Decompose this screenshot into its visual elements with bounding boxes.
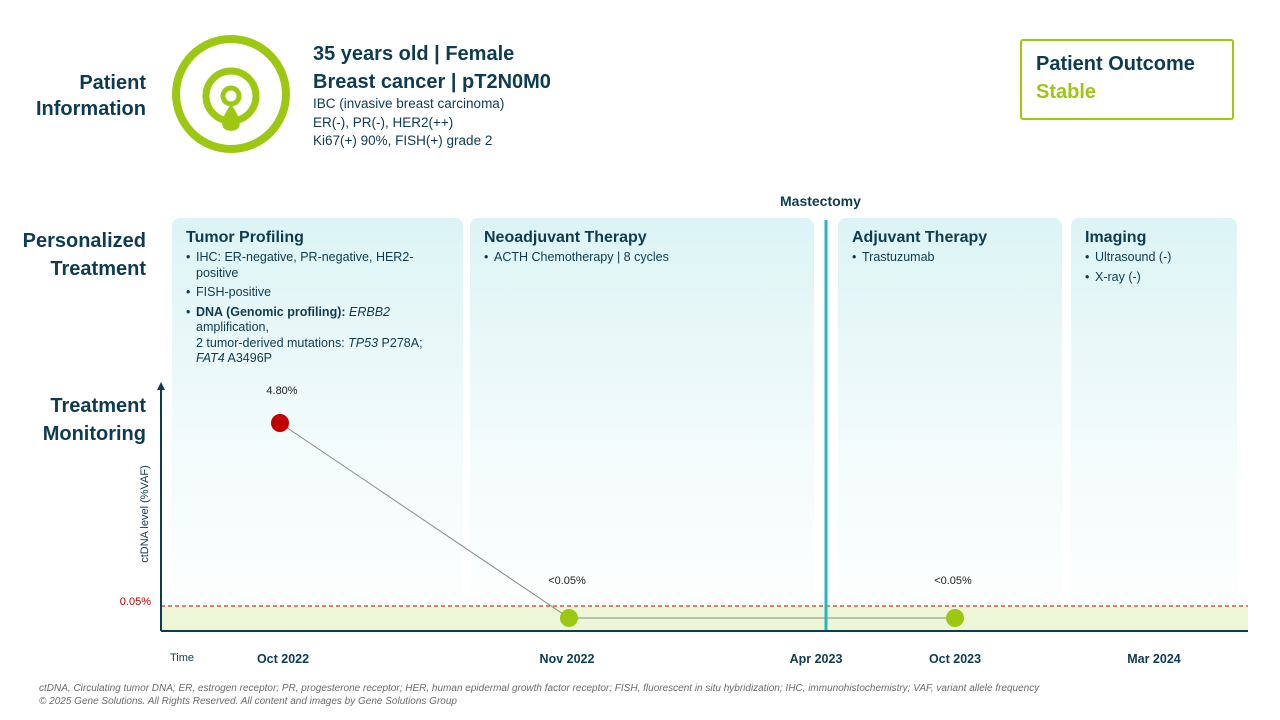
- panel-list: Ultrasound (-) X-ray (-): [1085, 250, 1171, 289]
- section-label-personalized-treatment: Personalized Treatment: [0, 227, 146, 283]
- gene-name: FAT4: [196, 351, 225, 365]
- list-item: ACTH Chemotherapy | 8 cycles: [484, 250, 669, 266]
- section-label-line: Treatment: [50, 395, 146, 417]
- footnote-copyright: © 2025 Gene Solutions. All Rights Reserv…: [39, 696, 457, 707]
- x-tick-label: Apr 2023: [790, 652, 843, 666]
- x-tick-label: Oct 2022: [257, 652, 309, 666]
- patient-summary: 35 years old | Female Breast cancer | pT…: [313, 40, 551, 96]
- data-label: <0.05%: [934, 575, 972, 587]
- list-item: X-ray (-): [1085, 270, 1171, 286]
- panel-tumor-profiling: Tumor Profiling IHC: ER-negative, PR-neg…: [172, 218, 463, 632]
- gene-name: ERBB2: [349, 304, 391, 319]
- panel-title: Tumor Profiling: [186, 229, 304, 246]
- mutation: P278A;: [381, 335, 423, 350]
- patient-diagnosis: Breast cancer | pT2N0M0: [313, 71, 551, 93]
- x-tick-label: Nov 2022: [540, 652, 595, 666]
- dna-finding: amplification,: [196, 320, 269, 334]
- panel-adjuvant-therapy: Adjuvant Therapy Trastuzumab: [838, 218, 1062, 632]
- patient-outcome-box: Patient Outcome Stable: [1020, 39, 1234, 120]
- data-point: [271, 414, 289, 432]
- x-tick-label: Oct 2023: [929, 652, 981, 666]
- list-item: IHC: ER-negative, PR-negative, HER2-posi…: [186, 250, 448, 281]
- data-point: [560, 609, 578, 627]
- list-item: FISH-positive: [186, 285, 448, 301]
- gene-name: TP53: [348, 335, 379, 350]
- section-label-line: Personalized: [22, 230, 146, 252]
- panel-list: Trastuzumab: [852, 250, 934, 270]
- event-label-mastectomy: Mastectomy: [780, 193, 861, 209]
- data-label: <0.05%: [548, 575, 586, 587]
- list-item: DNA (Genomic profiling): ERBB2 amplificat…: [186, 305, 448, 367]
- panel-neoadjuvant-therapy: Neoadjuvant Therapy ACTH Chemotherapy | …: [470, 218, 814, 632]
- panel-list: ACTH Chemotherapy | 8 cycles: [484, 250, 669, 270]
- list-item: Trastuzumab: [852, 250, 934, 266]
- panel-list: IHC: ER-negative, PR-negative, HER2-posi…: [186, 250, 448, 371]
- footnote-abbreviations: ctDNA, Circulating tumor DNA; ER, estrog…: [39, 683, 1040, 694]
- data-point: [946, 609, 964, 627]
- section-label-line: Treatment: [50, 258, 146, 280]
- panel-imaging: Imaging Ultrasound (-) X-ray (-): [1071, 218, 1237, 632]
- footnote: ctDNA, Circulating tumor DNA; ER, estrog…: [39, 682, 1039, 708]
- patient-detail-line: IBC (invasive breast carcinoma): [313, 96, 505, 111]
- panel-title: Imaging: [1085, 229, 1147, 246]
- section-label-treatment-monitoring: Treatment Monitoring: [0, 392, 146, 448]
- outcome-value: Stable: [1036, 81, 1097, 103]
- threshold-label: 0.05%: [120, 596, 151, 608]
- y-axis-label: ctDNA level (%VAF): [139, 465, 151, 563]
- mutation: A3496P: [227, 351, 272, 365]
- patient-detail-line: ER(-), PR(-), HER2(++): [313, 114, 454, 130]
- y-axis-arrow-icon: [157, 382, 165, 390]
- list-item: Ultrasound (-): [1085, 250, 1171, 266]
- series-line: [279, 422, 955, 619]
- dna-finding: 2 tumor-derived mutations:: [196, 335, 345, 350]
- x-axis-label: Time: [170, 652, 194, 664]
- panel-title: Adjuvant Therapy: [852, 229, 988, 246]
- section-label-patient-information: Patient Information: [36, 72, 146, 120]
- x-tick-label: Mar 2024: [1127, 652, 1181, 666]
- patient-details: IBC (invasive breast carcinoma) ER(-), P…: [313, 95, 504, 151]
- section-label-line: Monitoring: [42, 423, 146, 445]
- data-label: 4.80%: [266, 385, 297, 397]
- dna-profiling-label: DNA (Genomic profiling):: [196, 304, 346, 319]
- outcome-title: Patient Outcome: [1036, 53, 1195, 75]
- patient-detail-line: Ki67(+) 90%, FISH(+) grade 2: [313, 133, 493, 148]
- patient-age-sex: 35 years old | Female: [313, 43, 515, 65]
- panel-title: Neoadjuvant Therapy: [484, 229, 647, 246]
- breast-cancer-ribbon-logo-icon: [172, 35, 290, 153]
